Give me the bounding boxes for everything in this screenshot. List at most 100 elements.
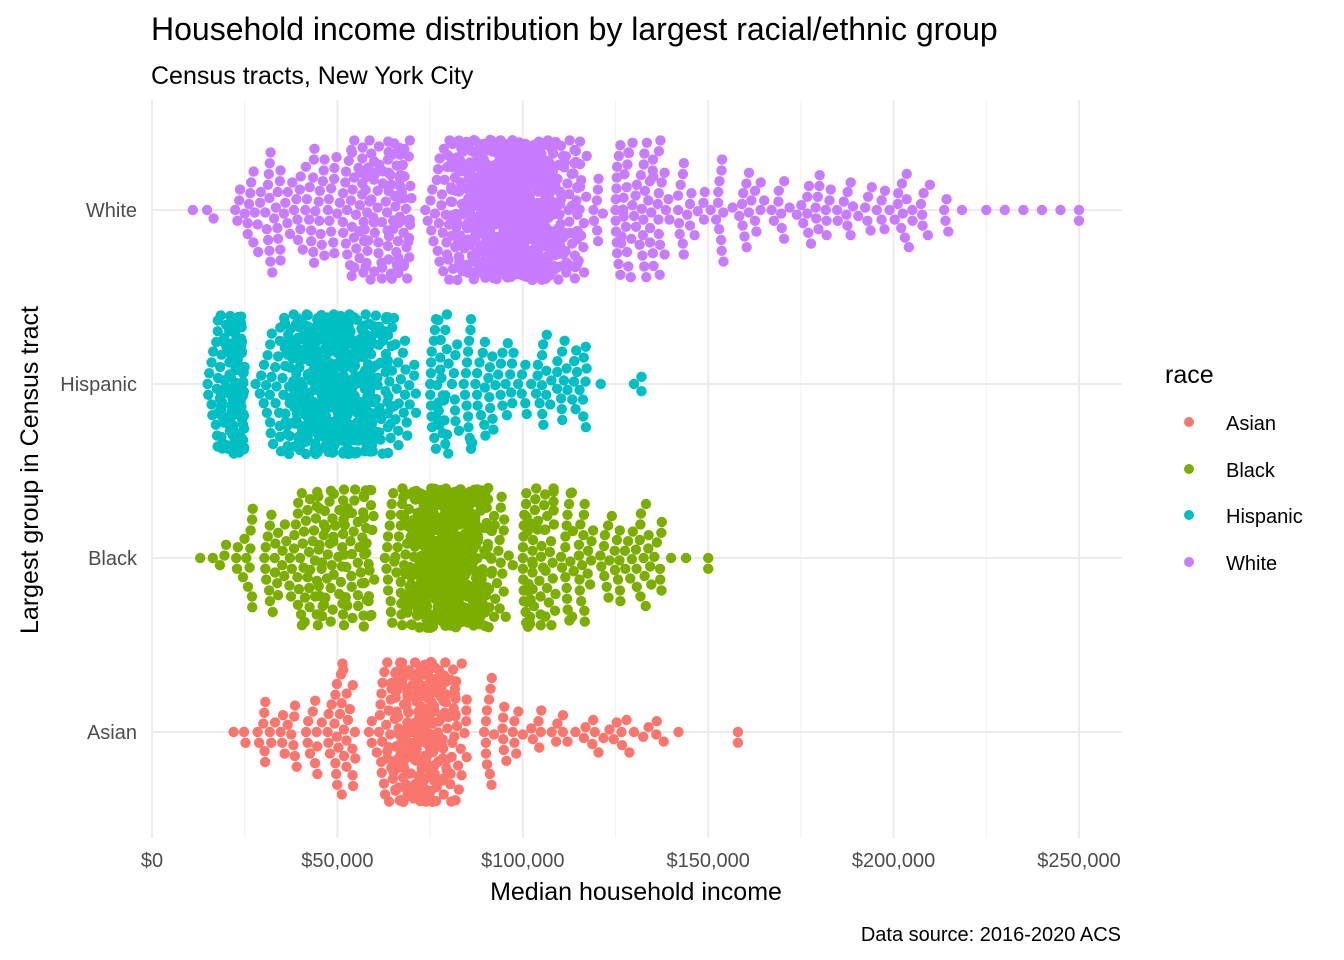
data-point-asian (451, 676, 462, 687)
data-point-asian (338, 750, 350, 762)
data-point-black (655, 574, 666, 585)
data-point-black (656, 527, 667, 538)
data-point-white (434, 256, 445, 267)
data-point-asian (578, 732, 590, 744)
data-point-black (561, 582, 572, 594)
data-point-white (405, 180, 416, 192)
data-point-asian (341, 735, 352, 746)
data-point-black (279, 570, 290, 582)
data-point-white (623, 147, 635, 159)
data-point-white (814, 180, 825, 192)
legend-key (1184, 557, 1194, 567)
data-point-asian (228, 726, 239, 738)
data-point-hispanic (283, 448, 295, 460)
data-point-hispanic (516, 388, 527, 399)
data-point-white (630, 221, 642, 232)
data-point-asian (451, 720, 463, 732)
data-point-white (315, 228, 326, 240)
data-point-white (627, 200, 638, 211)
data-point-asian (382, 753, 393, 764)
data-point-hispanic (551, 383, 563, 394)
data-point-asian (349, 726, 361, 738)
data-point-asian (517, 729, 528, 740)
data-point-white (862, 191, 874, 202)
data-point-hispanic (216, 396, 228, 407)
data-point-black (390, 551, 401, 563)
data-point-hispanic (433, 314, 444, 326)
data-point-black (261, 574, 272, 585)
data-point-hispanic (238, 386, 250, 397)
data-point-white (876, 214, 887, 225)
data-point-hispanic (472, 400, 483, 411)
data-point-white (853, 210, 864, 222)
data-point-black (654, 563, 666, 574)
data-point-white (659, 249, 670, 260)
data-point-black (366, 485, 377, 496)
data-point-black (361, 538, 372, 549)
data-point-hispanic (280, 408, 291, 419)
data-point-asian (643, 722, 654, 733)
data-point-black (586, 536, 597, 547)
data-point-white (230, 204, 241, 216)
data-point-black (498, 586, 509, 597)
data-point-white (746, 195, 757, 206)
data-point-black (582, 545, 594, 556)
data-point-asian (269, 717, 281, 728)
data-point-black (567, 611, 578, 622)
data-point-black (547, 573, 558, 584)
x-tick-label: $150,000 (666, 850, 749, 872)
data-point-black (483, 584, 495, 595)
data-point-hispanic (479, 336, 491, 348)
data-point-hispanic (567, 394, 578, 405)
data-point-white (611, 161, 623, 172)
data-point-asian (329, 718, 340, 729)
data-point-white (710, 214, 722, 225)
data-point-white (618, 192, 629, 203)
data-point-hispanic (443, 448, 454, 459)
data-point-white (648, 171, 659, 182)
data-point-hispanic (490, 380, 501, 391)
data-point-white (866, 182, 877, 193)
data-point-black (277, 545, 288, 556)
data-point-white (755, 204, 766, 216)
data-point-black (328, 488, 339, 500)
legend-item-hispanic: Hispanic (1184, 506, 1303, 528)
data-point-white (663, 194, 674, 205)
data-point-asian (302, 737, 313, 748)
data-point-white (292, 214, 303, 225)
data-point-white (337, 216, 349, 228)
data-point-white (322, 204, 334, 216)
data-point-asian (323, 708, 334, 720)
data-point-white (638, 159, 649, 170)
data-point-white (630, 190, 641, 201)
data-point-white (434, 153, 445, 164)
data-point-black (381, 563, 392, 574)
data-point-black (326, 560, 337, 571)
data-point-white (323, 194, 335, 205)
data-point-hispanic (204, 368, 215, 379)
data-point-hispanic (465, 314, 477, 325)
data-point-white (672, 204, 684, 216)
data-point-hispanic (390, 414, 401, 425)
data-point-asian (437, 734, 448, 745)
data-point-black (546, 620, 557, 631)
data-point-white (429, 208, 441, 219)
data-point-hispanic (505, 369, 516, 380)
data-point-black (384, 520, 395, 531)
data-point-hispanic (294, 362, 305, 373)
data-point-white (390, 201, 401, 212)
data-point-black (548, 519, 560, 530)
data-point-black (606, 510, 617, 522)
data-point-white (796, 200, 807, 211)
data-point-white (652, 198, 663, 210)
data-point-hispanic (436, 372, 447, 384)
data-point-asian (382, 657, 393, 668)
data-point-black (638, 552, 649, 564)
data-point-white (272, 186, 283, 198)
data-point-hispanic (399, 389, 411, 400)
data-point-white (313, 196, 324, 207)
data-point-asian (580, 722, 591, 733)
data-point-white (444, 274, 455, 285)
data-point-hispanic (302, 433, 313, 444)
data-point-asian (598, 732, 609, 744)
